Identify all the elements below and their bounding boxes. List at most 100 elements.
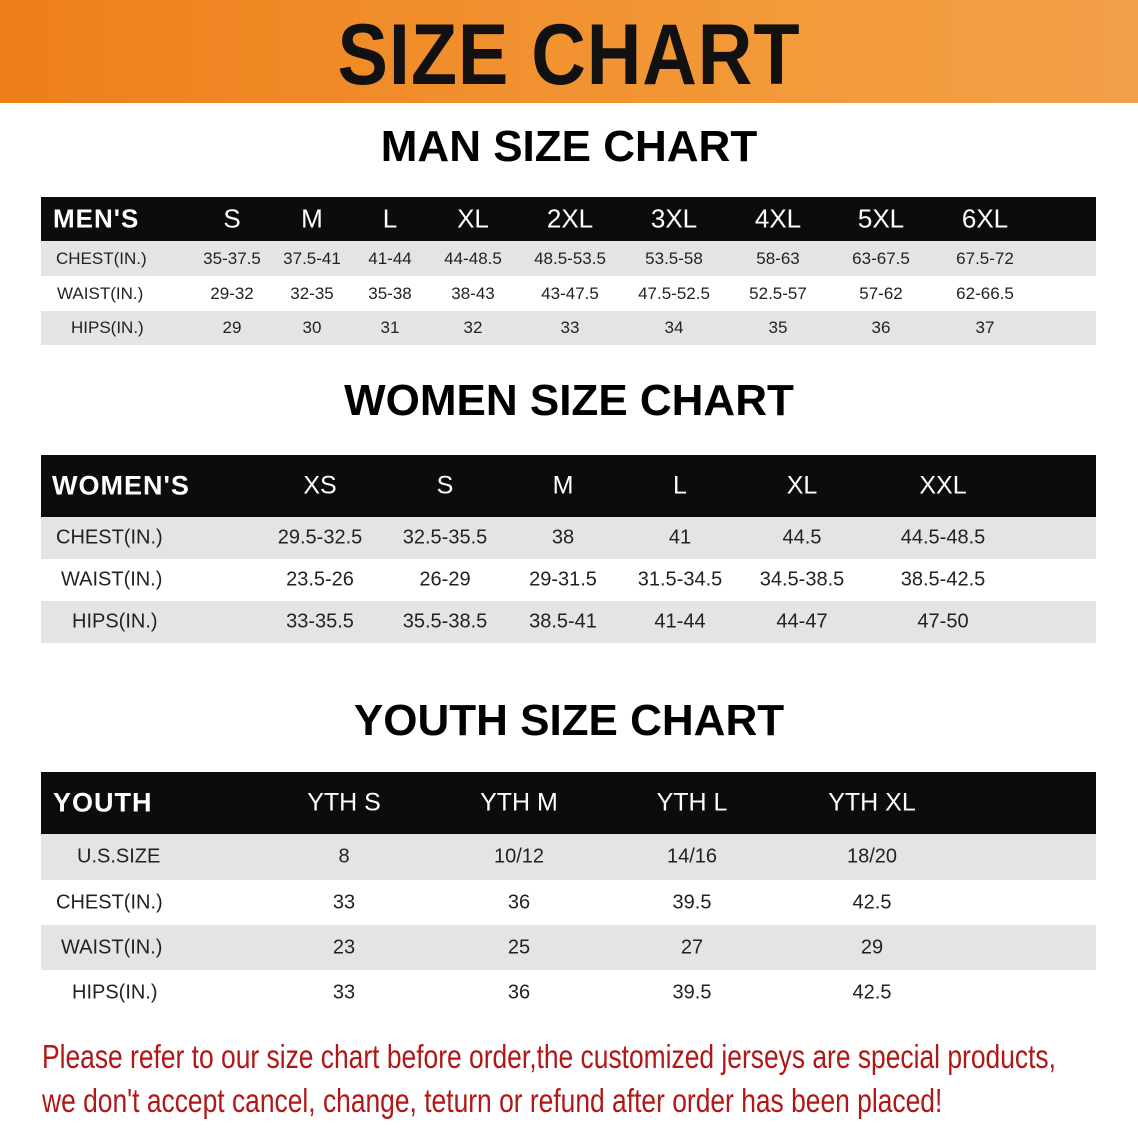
table-row: HIPS(IN.) 33-35.5 35.5-38.5 38.5-41 41-44 44-… bbox=[41, 601, 1096, 643]
table-header-row: MEN'S S M L XL 2XL 3XL 4XL 5XL 6XL bbox=[41, 197, 1096, 241]
row-label: HIPS(IN.) bbox=[72, 981, 158, 1003]
table-cell: 35-37.5 bbox=[203, 248, 261, 268]
table-cell: 44.5-48.5 bbox=[900, 526, 986, 549]
size-column-header: YTH M bbox=[480, 788, 558, 817]
table-cell: 53.5-58 bbox=[645, 248, 703, 268]
table-cell: 36 bbox=[507, 981, 531, 1003]
table-cell: 37 bbox=[975, 318, 995, 337]
table-cell: 47.5-52.5 bbox=[638, 283, 710, 303]
table-cell: 32.5-35.5 bbox=[402, 526, 488, 549]
table-cell: 34.5-38.5 bbox=[759, 568, 845, 591]
row-label: HIPS(IN.) bbox=[72, 610, 158, 633]
table-cell: 38-43 bbox=[451, 283, 495, 303]
table-cell: 14/16 bbox=[666, 845, 718, 868]
table-cell: 34 bbox=[664, 318, 684, 337]
table-cell: 42.5 bbox=[852, 891, 892, 913]
row-label: CHEST(IN.) bbox=[56, 248, 147, 268]
table-cell: 32 bbox=[463, 318, 483, 337]
size-column-header: 5XL bbox=[857, 203, 905, 234]
youth-section-title: YOUTH SIZE CHART bbox=[353, 696, 785, 745]
table-cell: 18/20 bbox=[846, 845, 898, 868]
women-section-title: WOMEN SIZE CHART bbox=[344, 376, 794, 425]
table-cell: 38.5-41 bbox=[529, 610, 597, 633]
table-cell: 35.5-38.5 bbox=[402, 610, 488, 633]
row-label: U.S.SIZE bbox=[77, 845, 161, 868]
table-cell: 41-44 bbox=[368, 248, 412, 268]
size-column-header: YTH S bbox=[307, 788, 381, 817]
size-column-header: XXL bbox=[919, 471, 967, 500]
notice-line-2: we don't accept cancel, change, teturn o… bbox=[42, 1082, 943, 1119]
table-cell: 43-47.5 bbox=[541, 283, 599, 303]
table-cell: 35 bbox=[768, 318, 788, 337]
table-row: WAIST(IN.) 23 25 27 29 bbox=[41, 925, 1096, 970]
table-cell: 27 bbox=[680, 936, 704, 958]
table-cell: 41 bbox=[668, 526, 692, 549]
table-cell: 44.5 bbox=[782, 526, 822, 549]
table-cell: 47-50 bbox=[917, 610, 969, 633]
table-cell: 32-35 bbox=[290, 283, 334, 303]
size-column-header: S bbox=[223, 203, 241, 234]
size-column-header: 4XL bbox=[754, 203, 802, 234]
table-row: WAIST(IN.) 29-32 32-35 35-38 38-43 43-47.5 47.… bbox=[41, 276, 1096, 311]
table-cell: 57-62 bbox=[859, 283, 903, 303]
table-header-row: YOUTH YTH S YTH M YTH L YTH XL bbox=[41, 772, 1096, 834]
women-size-table: WOMEN'S XS S M L XL XXL CHEST(IN.) 29.5-32.5 32.5… bbox=[41, 455, 1096, 643]
table-cell: 25 bbox=[507, 936, 531, 958]
row-label: CHEST(IN.) bbox=[56, 526, 163, 549]
table-cell: 33 bbox=[332, 981, 356, 1003]
table-cell: 29-31.5 bbox=[529, 568, 597, 591]
table-cell: 44-48.5 bbox=[444, 248, 502, 268]
youth-size-table: YOUTH YTH S YTH M YTH L YTH XL U.S.SIZE 8 10/12… bbox=[41, 772, 1096, 1015]
size-column-header: L bbox=[673, 471, 687, 500]
table-cell: 39.5 bbox=[672, 981, 712, 1003]
table-row: HIPS(IN.) 33 36 39.5 42.5 bbox=[41, 970, 1096, 1015]
banner: SIZE CHART bbox=[0, 0, 1138, 103]
table-cell: 31 bbox=[380, 318, 400, 337]
notice-line-1: Please refer to our size chart before or… bbox=[42, 1038, 1056, 1075]
size-column-header: 3XL bbox=[650, 203, 698, 234]
size-column-header: S bbox=[436, 471, 454, 500]
size-column-header: L bbox=[382, 203, 398, 234]
table-cell: 36 bbox=[507, 891, 531, 913]
table-cell: 29.5-32.5 bbox=[277, 526, 363, 549]
size-column-header: M bbox=[552, 471, 574, 500]
header-label: WOMEN'S bbox=[52, 470, 190, 501]
table-cell: 44-47 bbox=[776, 610, 828, 633]
table-cell: 62-66.5 bbox=[956, 283, 1014, 303]
row-label: HIPS(IN.) bbox=[71, 318, 144, 337]
table-cell: 38 bbox=[551, 526, 575, 549]
table-cell: 33-35.5 bbox=[286, 610, 354, 633]
table-cell: 41-44 bbox=[654, 610, 706, 633]
table-cell: 29-32 bbox=[210, 283, 254, 303]
table-row: WAIST(IN.) 23.5-26 26-29 29-31.5 31.5-34.5 34… bbox=[41, 559, 1096, 601]
size-column-header: XL bbox=[786, 471, 818, 500]
row-label: WAIST(IN.) bbox=[61, 568, 163, 591]
table-cell: 52.5-57 bbox=[749, 283, 807, 303]
table-row: U.S.SIZE 8 10/12 14/16 18/20 bbox=[41, 834, 1096, 880]
size-column-header: YTH XL bbox=[828, 788, 916, 817]
table-cell: 26-29 bbox=[419, 568, 471, 591]
table-cell: 63-67.5 bbox=[852, 248, 910, 268]
banner-title: SIZE CHART bbox=[337, 7, 801, 103]
size-column-header: M bbox=[301, 203, 323, 234]
size-column-header: 6XL bbox=[961, 203, 1009, 234]
size-column-header: YTH L bbox=[656, 788, 728, 817]
table-cell: 67.5-72 bbox=[956, 248, 1014, 268]
row-label: CHEST(IN.) bbox=[56, 891, 163, 913]
table-cell: 23.5-26 bbox=[286, 568, 354, 591]
table-header-row: WOMEN'S XS S M L XL XXL bbox=[41, 455, 1096, 517]
table-cell: 38.5-42.5 bbox=[900, 568, 986, 591]
header-label: YOUTH bbox=[53, 787, 153, 818]
table-cell: 58-63 bbox=[756, 248, 800, 268]
row-label: WAIST(IN.) bbox=[57, 283, 144, 303]
size-column-header: XL bbox=[457, 203, 489, 234]
men-size-table: MEN'S S M L XL 2XL 3XL 4XL 5XL 6XL CHEST(IN.) 35-37… bbox=[41, 197, 1096, 345]
table-cell: 48.5-53.5 bbox=[534, 248, 606, 268]
men-section-title: MAN SIZE CHART bbox=[380, 122, 758, 171]
table-cell: 30 bbox=[302, 318, 322, 337]
table-cell: 42.5 bbox=[852, 981, 892, 1003]
table-row: CHEST(IN.) 29.5-32.5 32.5-35.5 38 41 44.5 44.5… bbox=[41, 517, 1096, 559]
table-cell: 23 bbox=[332, 936, 356, 958]
table-cell: 35-38 bbox=[368, 283, 412, 303]
table-cell: 29 bbox=[860, 936, 884, 958]
